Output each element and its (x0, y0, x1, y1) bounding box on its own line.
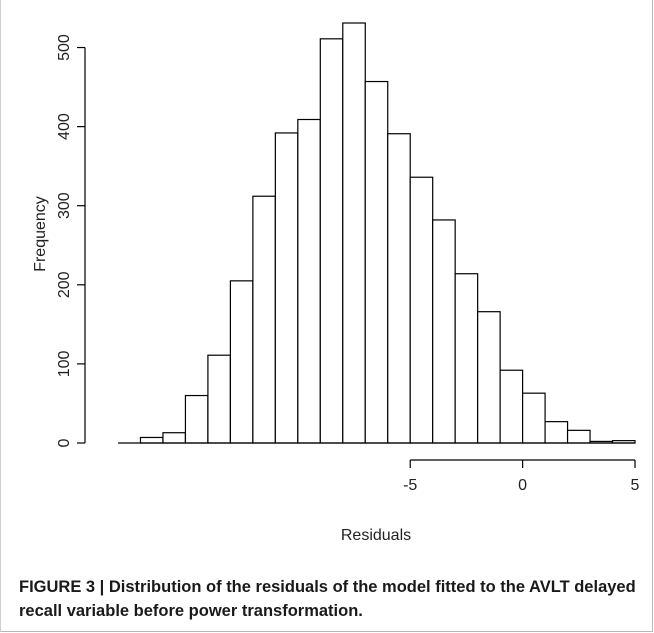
y-axis: 0 100 200 300 400 500 (56, 34, 86, 447)
y-axis-tick-label: 100 (56, 350, 73, 377)
figure-caption: FIGURE 3 | Distribution of the residuals… (19, 578, 636, 620)
x-axis-tick-label: 5 (631, 477, 640, 494)
histogram-bar (342, 22, 366, 444)
histogram-bar (364, 80, 389, 444)
histogram-bar (477, 311, 501, 444)
x-axis-label: Residuals (341, 527, 411, 544)
histogram-bar (499, 369, 524, 444)
histogram-bar (229, 280, 254, 444)
histogram-chart: 0 100 200 300 400 500 -5 0 5 Frequency Residual… (32, 22, 640, 544)
histogram-bar (409, 176, 434, 444)
histogram-bar (319, 38, 344, 444)
y-axis-tick-label: 300 (56, 192, 73, 219)
x-axis-tick-label: -5 (403, 477, 417, 494)
y-axis-tick-label: 500 (56, 34, 73, 61)
y-axis-tick-label: 0 (56, 438, 73, 447)
histogram-bar (566, 429, 591, 444)
histogram-bar (274, 132, 299, 444)
x-axis-tick-label: 0 (518, 477, 527, 494)
x-axis: -5 0 5 (403, 459, 640, 494)
histogram-bar (184, 394, 209, 444)
histogram-bar (162, 432, 187, 444)
histogram-bar (297, 118, 321, 444)
histogram-bar (252, 195, 276, 444)
histogram-bar (207, 354, 231, 444)
y-axis-tick-label: 400 (56, 113, 73, 140)
y-axis-label: Frequency (32, 196, 49, 272)
histogram-bar (432, 219, 456, 444)
histogram-bar (522, 392, 546, 444)
histogram-bar (387, 133, 411, 444)
histogram-bar (139, 436, 164, 444)
histogram-bar (544, 421, 569, 444)
histogram-bars (118, 22, 636, 444)
y-axis-tick-label: 200 (56, 271, 73, 298)
histogram-bar (454, 273, 479, 444)
